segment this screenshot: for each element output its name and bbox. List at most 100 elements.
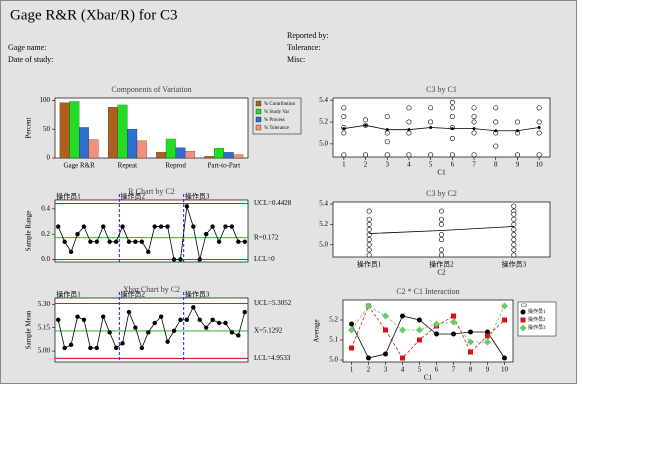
bar	[136, 140, 147, 159]
x-tick-label: 5	[418, 366, 422, 374]
bar	[69, 101, 80, 159]
title: Gage R&R (Xbar/R) for C3	[10, 7, 177, 23]
legend-swatch	[255, 108, 262, 115]
marker	[502, 317, 507, 323]
point	[152, 224, 157, 229]
legend-swatch	[255, 100, 262, 107]
point	[88, 345, 93, 351]
point	[471, 152, 477, 158]
y-tick-label: 100	[40, 96, 51, 104]
point	[184, 317, 190, 323]
point	[428, 119, 434, 125]
marker	[348, 326, 355, 334]
y-tick-label: 5.2	[319, 118, 328, 126]
marker	[485, 329, 490, 335]
point	[438, 247, 444, 253]
series-line	[351, 305, 505, 359]
control-limit-label: UCL=5.3052	[254, 299, 292, 307]
point	[113, 239, 119, 244]
plot-area	[332, 97, 551, 158]
legend-swatch	[255, 116, 262, 123]
point	[242, 309, 247, 315]
y-axis-label: Sample Range	[25, 211, 33, 252]
x-tick-label: 4	[407, 161, 411, 169]
point	[165, 339, 170, 344]
point	[229, 224, 235, 229]
point	[438, 216, 444, 222]
point	[56, 224, 61, 229]
point	[178, 257, 183, 262]
point	[511, 216, 517, 222]
y-tick-label: 0.0	[41, 255, 50, 263]
point	[493, 105, 499, 111]
point	[428, 105, 434, 111]
point	[62, 345, 67, 351]
point	[146, 330, 151, 335]
marker	[434, 331, 439, 337]
point	[113, 345, 119, 351]
point	[133, 239, 138, 244]
point	[191, 224, 196, 229]
point	[363, 117, 369, 123]
point	[178, 317, 183, 323]
point	[341, 105, 347, 111]
point	[171, 328, 177, 333]
y-axis-label: Sample Mean	[25, 310, 33, 349]
point	[366, 237, 372, 243]
mean-point	[429, 126, 433, 129]
bar	[127, 129, 138, 159]
point	[236, 239, 241, 244]
mean-point	[450, 127, 454, 131]
series-line	[351, 305, 505, 343]
point	[514, 152, 520, 158]
point	[133, 325, 138, 330]
misc: Misc:	[287, 55, 305, 64]
legend-title: C2	[521, 304, 527, 309]
point	[210, 224, 215, 229]
x-tick-label: 10	[501, 366, 509, 374]
x-tick-label: 操作员2	[429, 260, 454, 269]
marker	[484, 338, 491, 346]
x-tick-label: 8	[494, 161, 498, 169]
control-limit-label: LCL=0	[254, 255, 275, 263]
marker	[433, 320, 440, 328]
mean-point	[364, 123, 368, 127]
x-tick-label: 1	[342, 161, 346, 169]
bar	[185, 150, 196, 159]
point	[366, 247, 372, 253]
y-tick-label: 0	[47, 154, 51, 162]
point	[511, 221, 517, 227]
x-tick-label: 5	[429, 161, 433, 169]
point	[81, 224, 87, 229]
x-tick-label: 9	[486, 366, 490, 374]
x-tick-label: Part-to-Part	[208, 162, 241, 170]
point	[449, 135, 455, 141]
point	[536, 152, 542, 158]
point	[203, 325, 209, 330]
point	[471, 114, 477, 120]
point	[449, 105, 455, 111]
y-tick-label: 5.0	[319, 139, 328, 147]
point	[511, 242, 517, 248]
y-tick-label: 5.0	[319, 240, 328, 248]
point	[165, 224, 170, 229]
point	[158, 224, 164, 229]
marker	[417, 317, 422, 323]
legend-label: % Process	[264, 118, 285, 123]
point	[341, 114, 347, 120]
point	[511, 211, 517, 217]
point	[366, 208, 372, 214]
point	[514, 119, 520, 125]
marker	[349, 345, 354, 351]
mean-point	[515, 129, 519, 133]
point	[536, 130, 542, 136]
chart-title: C2 * C1 Interaction	[396, 287, 459, 296]
gage-name: Gage name:	[8, 43, 46, 52]
x-axis-label: C1	[424, 374, 433, 382]
point	[68, 342, 74, 348]
point	[366, 216, 372, 222]
bar	[107, 107, 118, 159]
x-tick-label: 1	[350, 366, 354, 374]
control-limit-label: X=5.1292	[254, 327, 283, 335]
point	[216, 320, 222, 326]
